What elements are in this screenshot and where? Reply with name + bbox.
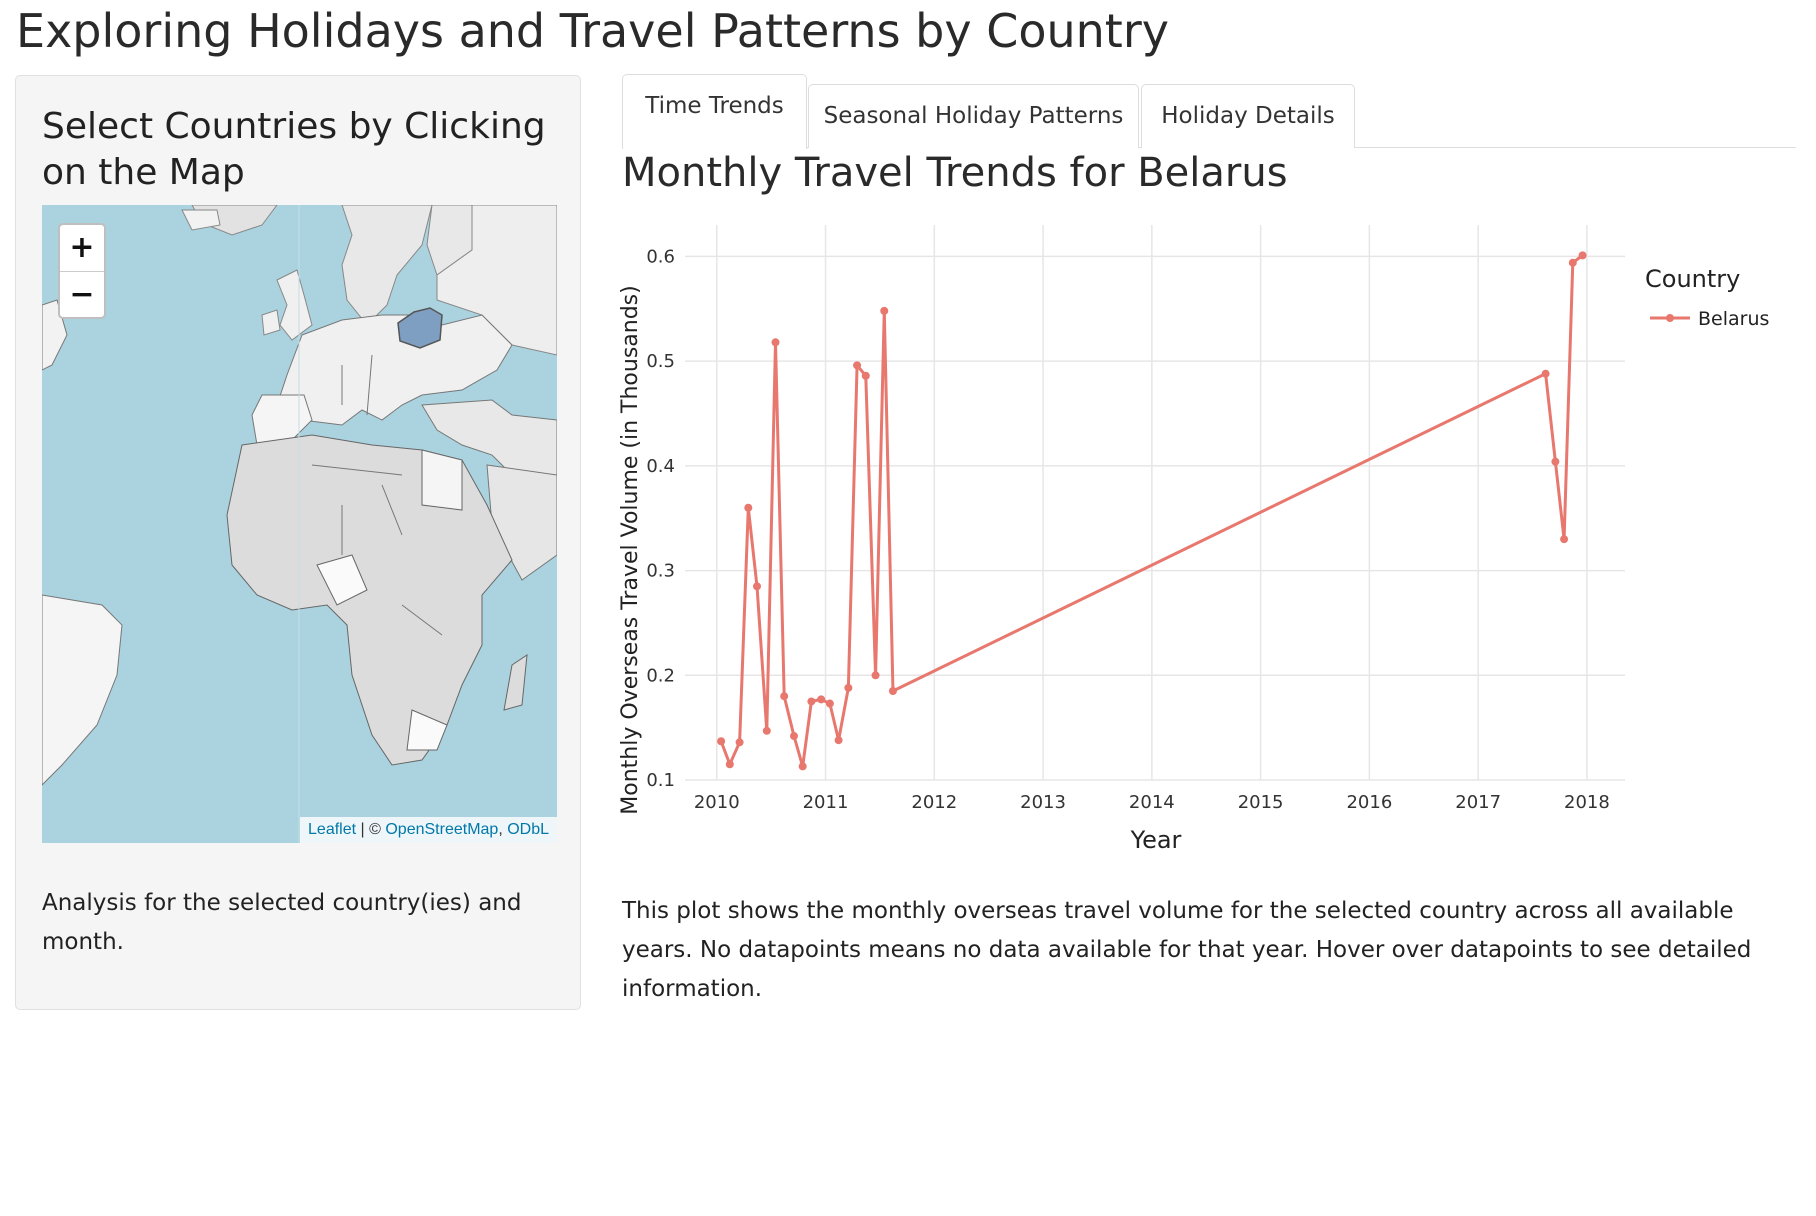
y-axis-label: Monthly Overseas Travel Volume (in Thous… <box>618 285 643 814</box>
data-point[interactable] <box>888 686 897 695</box>
data-point[interactable] <box>1551 457 1560 466</box>
x-tick-label: 2015 <box>1238 792 1284 813</box>
data-point[interactable] <box>853 361 862 370</box>
zoom-control: + − <box>58 223 106 319</box>
x-axis-label: Year <box>1130 826 1182 854</box>
data-point[interactable] <box>1578 251 1587 260</box>
data-point[interactable] <box>735 738 744 747</box>
legend-swatch-point <box>1666 314 1674 322</box>
data-point[interactable] <box>753 582 761 591</box>
y-tick-label: 0.6 <box>646 246 675 267</box>
data-point[interactable] <box>844 683 853 692</box>
tab-time-trends[interactable]: Time Trends <box>622 74 807 149</box>
legend-title: Country <box>1645 265 1740 293</box>
data-point[interactable] <box>744 503 753 512</box>
data-point[interactable] <box>725 760 734 769</box>
zoom-out-button[interactable]: − <box>69 277 95 312</box>
attribution-comma: , <box>498 821 508 838</box>
travel-trend-chart[interactable]: 2010 2011 2012 2013 2014 2015 2016 2017 2018 0.1 0… <box>615 225 1805 865</box>
leaflet-link[interactable]: Leaflet <box>308 821 357 838</box>
country-map[interactable]: + − Leaflet | © OpenStreetMap, ODbL <box>42 205 557 843</box>
tab-bar: Time Trends Seasonal Holiday Patterns Ho… <box>622 74 1796 149</box>
data-point[interactable] <box>871 671 880 680</box>
data-point[interactable] <box>1568 258 1577 267</box>
x-tick-label: 2013 <box>1020 792 1066 813</box>
data-point[interactable] <box>880 306 889 315</box>
plot-description: This plot shows the monthly overseas tra… <box>622 898 1752 1002</box>
data-point[interactable] <box>798 762 807 771</box>
data-point[interactable] <box>861 371 870 380</box>
analysis-note: Analysis for the selected country(ies) a… <box>42 890 522 955</box>
data-point[interactable] <box>825 699 834 708</box>
chart-series <box>717 251 1587 771</box>
sidebar-panel: Select Countries by Clicking on the Map <box>15 75 581 1010</box>
data-point[interactable] <box>807 697 816 706</box>
tab-seasonal-holiday-patterns[interactable]: Seasonal Holiday Patterns <box>808 84 1139 148</box>
data-point[interactable] <box>817 695 826 704</box>
attribution-separator: | © <box>356 821 386 838</box>
x-tick-label: 2018 <box>1564 792 1610 813</box>
page-title: Exploring Holidays and Travel Patterns b… <box>16 4 1169 58</box>
plot-title: Monthly Travel Trends for Belarus <box>622 150 1288 196</box>
data-point[interactable] <box>1541 369 1550 378</box>
data-point[interactable] <box>1560 535 1569 544</box>
map-heading: Select Countries by Clicking on the Map <box>42 106 546 193</box>
data-point[interactable] <box>717 737 726 746</box>
y-tick-label: 0.4 <box>646 456 675 477</box>
data-point[interactable] <box>771 338 780 347</box>
chart-grid <box>685 225 1625 781</box>
y-tick-label: 0.5 <box>646 351 675 372</box>
chart-axes: 2010 2011 2012 2013 2014 2015 2016 2017 2018 0.1 0… <box>646 246 1609 813</box>
tab-holiday-details[interactable]: Holiday Details <box>1141 84 1355 148</box>
data-point[interactable] <box>780 692 789 701</box>
x-tick-label: 2010 <box>694 792 740 813</box>
legend-entry[interactable]: Belarus <box>1698 308 1769 330</box>
data-point[interactable] <box>834 736 843 745</box>
y-tick-label: 0.2 <box>646 665 675 686</box>
x-tick-label: 2011 <box>803 792 849 813</box>
x-tick-label: 2016 <box>1346 792 1392 813</box>
x-tick-label: 2014 <box>1129 792 1175 813</box>
chart-legend: Country Belarus <box>1645 265 1769 330</box>
data-point[interactable] <box>762 726 771 735</box>
y-tick-label: 0.1 <box>646 770 675 791</box>
x-tick-label: 2012 <box>911 792 957 813</box>
y-tick-label: 0.3 <box>646 561 675 582</box>
odbl-link[interactable]: ODbL <box>507 821 549 838</box>
zoom-in-button[interactable]: + <box>60 225 104 272</box>
map-tiles[interactable] <box>42 205 557 843</box>
openstreetmap-link[interactable]: OpenStreetMap <box>385 821 499 838</box>
data-point[interactable] <box>789 732 798 741</box>
map-attribution: Leaflet | © OpenStreetMap, ODbL <box>300 817 557 843</box>
x-tick-label: 2017 <box>1455 792 1501 813</box>
